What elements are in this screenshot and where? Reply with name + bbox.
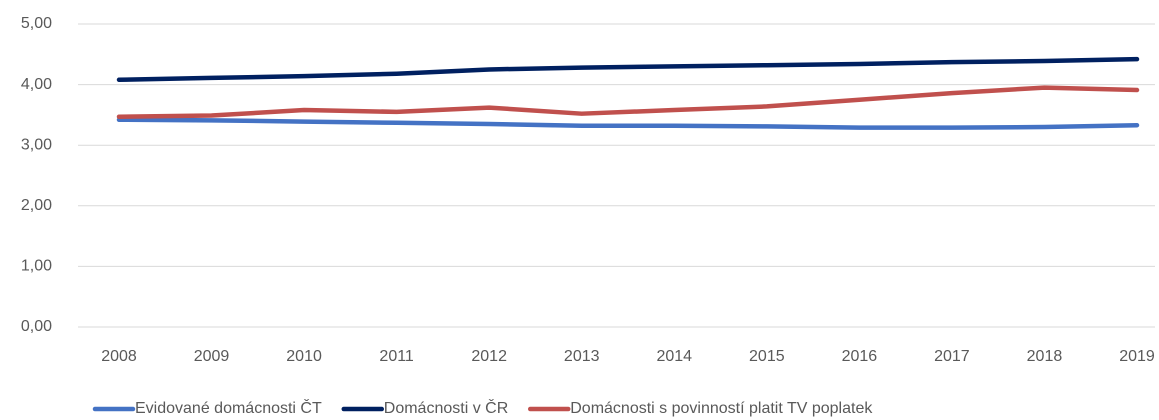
- y-tick-label: 0,00: [21, 318, 52, 335]
- x-tick-label: 2010: [286, 348, 322, 365]
- x-tick-label: 2009: [194, 348, 230, 365]
- series-line: [116, 117, 1140, 130]
- x-tick-label: 2013: [564, 348, 600, 365]
- x-tick-label: 2016: [842, 348, 878, 365]
- y-tick-label: 4,00: [21, 76, 52, 93]
- series-line: [116, 56, 1140, 83]
- x-tick-label: 2011: [379, 348, 414, 365]
- x-tick-label: 2014: [656, 348, 692, 365]
- series-line: [116, 85, 1140, 119]
- x-tick-label: 2015: [749, 348, 785, 365]
- x-tick-label: 2012: [471, 348, 507, 365]
- legend-label: Domácnosti v ČR: [384, 398, 508, 417]
- y-tick-label: 5,00: [21, 15, 52, 32]
- x-tick-label: 2019: [1119, 348, 1155, 365]
- legend-label: Evidované domácnosti ČT: [135, 398, 322, 417]
- y-tick-label: 3,00: [21, 136, 52, 153]
- y-tick-label: 1,00: [21, 258, 52, 275]
- legend-label: Domácnosti s povinností platit TV poplat…: [570, 400, 873, 417]
- x-tick-label: 2018: [1027, 348, 1063, 365]
- y-tick-label: 2,00: [21, 197, 52, 214]
- x-tick-label: 2008: [101, 348, 137, 365]
- x-tick-label: 2017: [934, 348, 970, 365]
